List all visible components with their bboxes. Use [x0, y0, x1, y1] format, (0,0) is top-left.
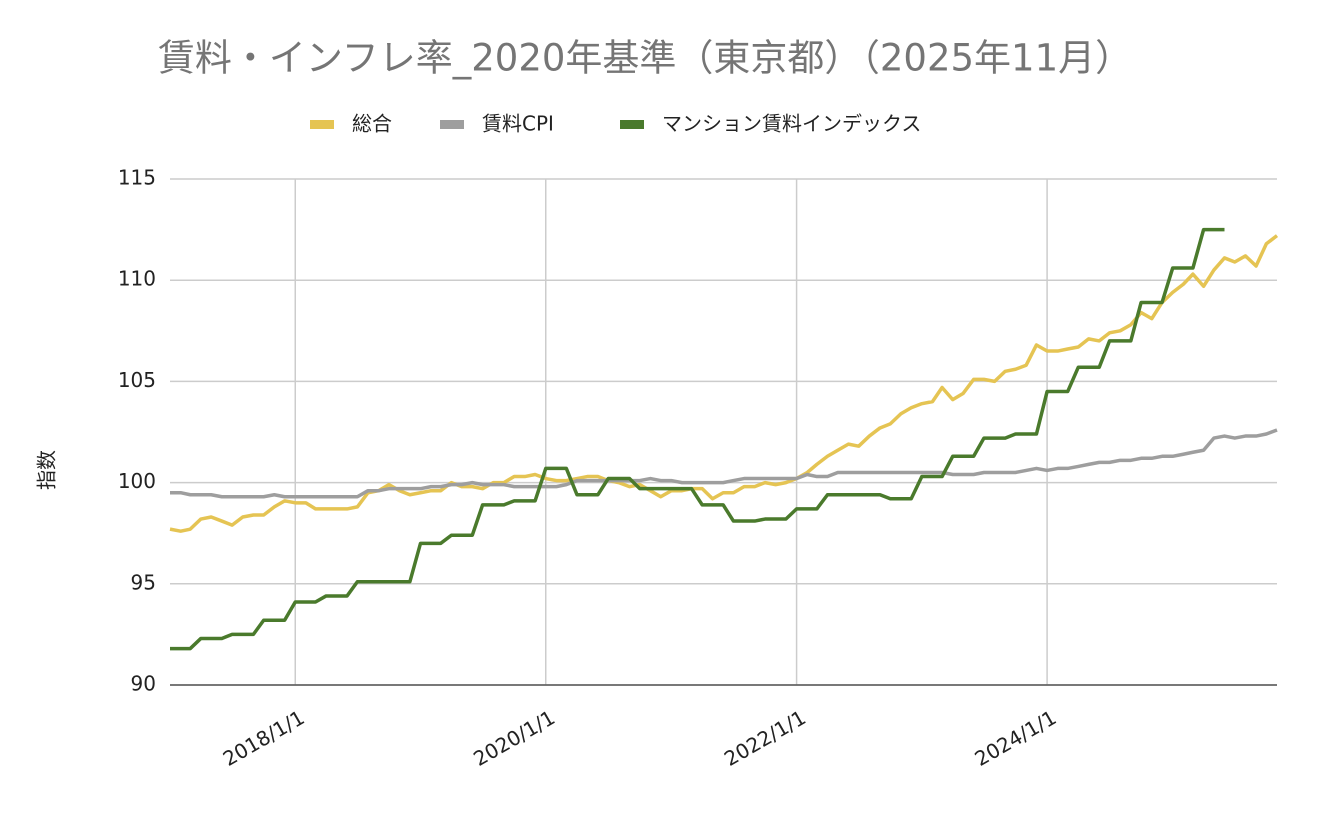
series-line [169, 234, 1279, 533]
legend-swatch [310, 120, 334, 129]
y-tick-label: 100 [118, 469, 156, 493]
y-tick-label: 115 [118, 166, 156, 190]
x-tick-label: 2018/1/1 [219, 705, 309, 771]
legend-label: マンション賃料インデックス [662, 112, 921, 136]
y-tick-label: 110 [118, 267, 156, 291]
x-tick-label: 2022/1/1 [720, 705, 810, 771]
y-axis-label: 指数 [35, 450, 59, 490]
y-tick-label: 105 [118, 368, 156, 392]
series-line [170, 227, 1225, 651]
series-line [170, 428, 1278, 499]
legend-label: 賃料CPI [482, 112, 554, 136]
y-tick-label: 90 [131, 672, 156, 696]
legend: 総合 賃料CPI マンション賃料インデックス [310, 112, 921, 136]
legend-label: 総合 [352, 112, 392, 136]
x-tick-label: 2020/1/1 [469, 705, 559, 771]
y-tick-label: 95 [131, 570, 156, 594]
legend-swatch [440, 120, 464, 129]
x-tick-label: 2024/1/1 [971, 705, 1061, 771]
chart-title: 賃料・インフレ率_2020年基準（東京都）（2025年11月） [158, 37, 1132, 80]
legend-swatch [620, 120, 644, 129]
